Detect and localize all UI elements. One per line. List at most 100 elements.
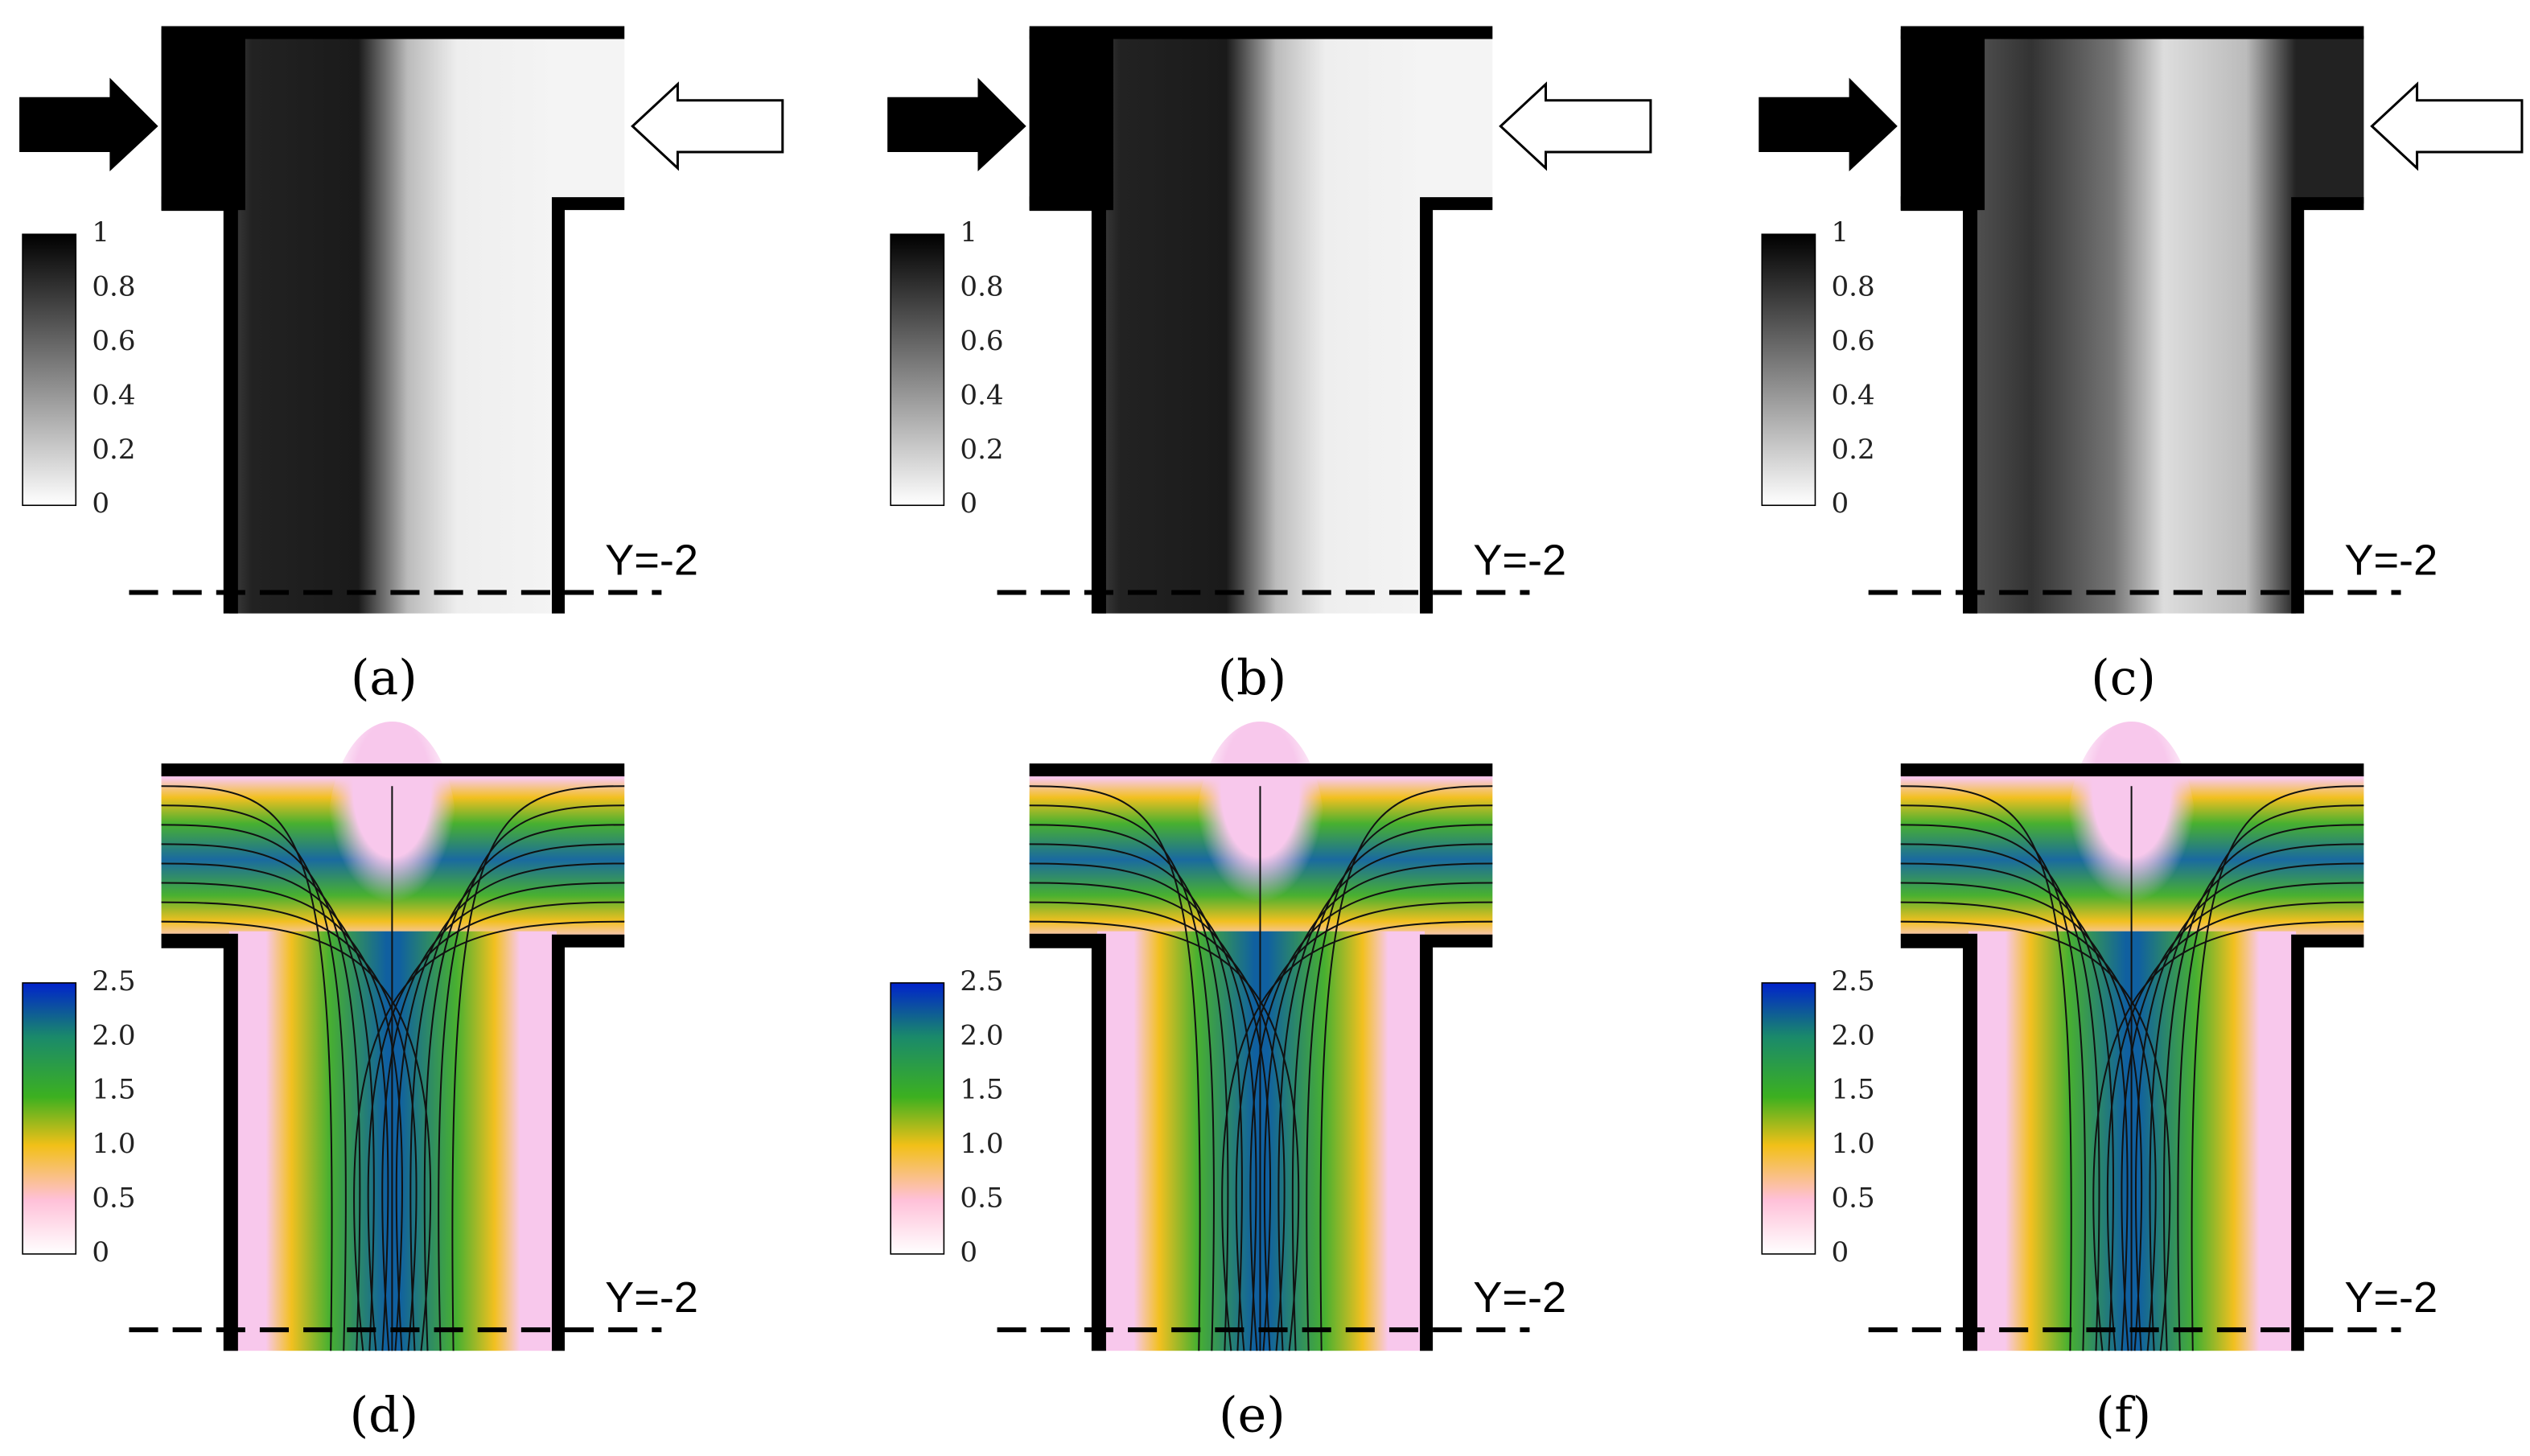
panel-label: (e)	[1219, 1388, 1286, 1444]
panel: Y=-2 (b) 1 0.8 0.6 0.4 0.2 0	[887, 26, 1652, 706]
inlet-block	[161, 29, 245, 211]
streamline	[161, 862, 389, 1351]
outlet-channel	[1096, 194, 1425, 614]
streamline	[1900, 785, 2072, 1351]
colorbar-tick-label: 1	[92, 216, 109, 249]
reference-label: Y=-2	[2344, 536, 2437, 584]
streamline	[1900, 824, 2100, 1351]
panel: Y=-2 (c) 1 0.8 0.6 0.4 0.2 0	[1759, 26, 2524, 706]
colorbar-tick-label: 0.6	[1832, 325, 1875, 357]
streamline	[1900, 901, 2157, 1351]
reference-label: Y=-2	[2344, 1273, 2437, 1322]
colorbar	[22, 982, 77, 1255]
streamline	[381, 882, 625, 1351]
colorbar-tick-label: 0.4	[960, 379, 1003, 411]
streamline	[2177, 804, 2364, 1351]
streamline	[451, 785, 625, 1351]
streamline	[1029, 882, 1272, 1351]
colorbar-tick-label: 2.5	[1832, 965, 1875, 997]
colorbar-tick-label: 0.5	[960, 1182, 1003, 1214]
streamlines	[1900, 785, 2364, 1351]
colorbar	[1761, 233, 1816, 507]
panel: Y=-2 (a) 1 0.8 0.6 0.4 0.2 0	[19, 26, 784, 706]
panel-label: (a)	[351, 650, 418, 706]
streamline	[1900, 920, 2171, 1351]
colorbar-tick-label: 0.6	[92, 325, 135, 357]
inflow-arrow	[19, 77, 158, 172]
streamline	[2134, 862, 2364, 1351]
colorbar-tick-label: 0.6	[960, 325, 1003, 357]
inflow-arrow	[631, 81, 784, 171]
colorbar-tick-label: 0	[1832, 487, 1849, 520]
colorbar-tick-label: 1.5	[92, 1074, 135, 1106]
colorbar-tick-label: 1.5	[1832, 1074, 1875, 1106]
wall	[551, 934, 625, 1351]
colorbar-tick-label: 0.8	[960, 271, 1003, 303]
colorbar-tick-label: 0.2	[960, 434, 1003, 466]
colorbar-tick-label: 1.0	[1832, 1128, 1875, 1160]
colorbar-tick-label: 0	[960, 1236, 977, 1269]
colorbar-tick-label: 1	[1832, 216, 1849, 249]
streamline	[161, 920, 432, 1351]
colorbar	[890, 982, 945, 1255]
colorbar-tick-label: 0	[960, 487, 977, 520]
colorbar-tick-label: 1	[960, 216, 977, 249]
wall	[161, 933, 238, 1351]
streamline	[1291, 824, 1493, 1351]
walls	[1900, 26, 2364, 614]
streamline	[2106, 901, 2364, 1351]
panel-label: (f)	[2096, 1388, 2151, 1444]
streamline	[1306, 804, 1493, 1351]
wall	[551, 197, 625, 614]
colorbar-tick-label: 0.8	[92, 271, 135, 303]
wall	[2291, 934, 2364, 1351]
walls	[1029, 763, 1493, 1351]
wall	[1900, 933, 1978, 1351]
streamline	[1900, 862, 2129, 1351]
streamline	[367, 901, 625, 1351]
colorbar-tick-label: 0.8	[1832, 271, 1875, 303]
streamline	[161, 824, 361, 1351]
streamline	[1263, 862, 1493, 1351]
streamline	[161, 882, 403, 1351]
walls	[1029, 26, 1493, 614]
streamline	[161, 901, 418, 1351]
panel: Y=-2 (f) 2.5 2.0 1.5 1.0 0.5 0	[1761, 721, 2437, 1444]
walls	[161, 763, 625, 1351]
panel-label: (b)	[1218, 650, 1286, 706]
colorbar-tick-label: 2.5	[960, 965, 1003, 997]
streamline	[1029, 920, 1300, 1351]
wall	[1029, 933, 1106, 1351]
colorbar-tick-label: 2.0	[1832, 1019, 1875, 1051]
streamline	[2191, 785, 2364, 1351]
streamline	[1221, 920, 1493, 1351]
panel-label: (c)	[2091, 650, 2156, 706]
colorbar-tick-label: 1.0	[92, 1128, 135, 1160]
colorbar-tick-label: 0.4	[1832, 379, 1875, 411]
streamlines	[161, 785, 625, 1351]
reference-label: Y=-2	[1473, 1273, 1566, 1322]
streamline	[1319, 785, 1493, 1351]
colorbar-tick-label: 2.0	[92, 1019, 135, 1051]
colorbar-tick-label: 1.5	[960, 1074, 1003, 1106]
streamline	[2121, 882, 2364, 1351]
inlet-block	[1900, 29, 1985, 211]
colorbar-tick-label: 0	[1832, 1236, 1849, 1269]
streamline	[395, 862, 625, 1351]
colorbar-tick-label: 2.5	[92, 965, 135, 997]
streamline	[353, 920, 625, 1351]
wall	[1029, 196, 1106, 614]
colorbar-tick-label: 0.4	[92, 379, 135, 411]
reference-label: Y=-2	[605, 1273, 698, 1322]
outlet-channel	[1968, 194, 2297, 614]
streamline	[1029, 824, 1229, 1351]
streamline	[2092, 920, 2364, 1351]
outlet-channel	[228, 194, 557, 614]
inlet-block	[1029, 29, 1113, 211]
streamlines	[1029, 785, 1493, 1351]
colorbar-tick-label: 0.2	[1832, 434, 1875, 466]
streamline	[1900, 882, 2143, 1351]
colorbar-tick-label: 2.0	[960, 1019, 1003, 1051]
walls	[161, 26, 625, 614]
